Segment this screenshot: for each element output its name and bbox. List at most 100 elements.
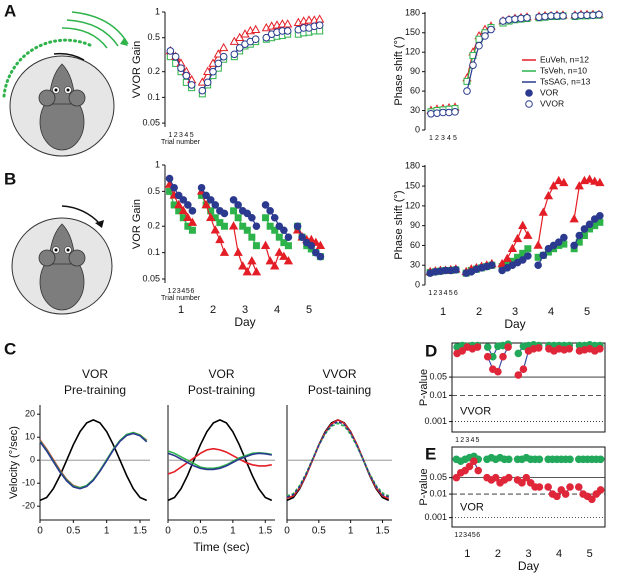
marker (270, 261, 280, 270)
marker (483, 352, 492, 361)
x-tick-label: 1 (348, 526, 354, 537)
rotation-arc (61, 205, 101, 225)
marker (234, 214, 242, 222)
x-tick-label: 1 (454, 532, 458, 539)
y-tick-label: 0.05 (142, 273, 160, 283)
marker (266, 222, 274, 230)
marker (188, 226, 196, 234)
marker (251, 267, 262, 276)
marker (201, 199, 211, 209)
marker (275, 233, 283, 241)
y-axis-label: Velocity (°/sec) (8, 426, 20, 499)
pupil (54, 248, 58, 252)
x-tick-label: 0.5 (193, 526, 207, 537)
marker (452, 473, 461, 482)
x-tick-label: 1 (428, 290, 432, 297)
rotation-arc (53, 52, 85, 61)
y-tick-label: 0.1 (147, 247, 160, 257)
day-label: 2 (476, 306, 482, 318)
marker (242, 267, 252, 276)
marker (524, 252, 532, 260)
marker (228, 221, 239, 230)
green-arrow (61, 27, 108, 49)
x-tick-label: 5 (449, 290, 453, 297)
y-tick-label: 0 (415, 279, 420, 289)
marker (248, 233, 256, 241)
x-tick-label: 4 (184, 132, 188, 139)
x-tick-label: 0 (284, 526, 290, 537)
marker (220, 222, 228, 230)
y-tick-label: 0.01 (429, 488, 447, 498)
marker (197, 183, 206, 192)
y-tick-label: 60 (410, 240, 420, 250)
x-tick-label: 2 (172, 288, 176, 295)
day-label: 5 (306, 304, 312, 316)
marker (214, 59, 223, 68)
marker (277, 19, 287, 28)
marker (566, 455, 574, 464)
y-axis-label: P-value (418, 369, 430, 406)
marker (211, 201, 220, 209)
x-tick-label: 1 (455, 437, 459, 444)
marker (502, 253, 512, 262)
x-tick-label: 3 (438, 290, 442, 297)
y-tick-label: 150 (405, 180, 420, 190)
marker (233, 247, 243, 256)
x-axis-label: Day (504, 317, 525, 331)
marker (458, 347, 467, 355)
ear (68, 249, 86, 267)
x-sub-label: Trial number (161, 139, 201, 146)
x-tick-label: 5 (472, 532, 476, 539)
marker (505, 473, 513, 482)
marker (566, 483, 574, 491)
marker (247, 256, 257, 265)
marker (230, 207, 238, 215)
visual-surround (2, 38, 94, 98)
marker (184, 201, 192, 209)
pupil (66, 248, 70, 252)
x-tick-label: 4 (444, 290, 448, 297)
subplot-title: VOR (208, 367, 234, 381)
x-axis-label: Day (518, 559, 539, 573)
x-tick-label: 4 (468, 532, 472, 539)
marker (588, 495, 596, 504)
day-label: 1 (464, 548, 470, 560)
marker (491, 473, 500, 482)
marker (570, 241, 578, 250)
marker (251, 35, 260, 44)
x-axis-label: Day (234, 315, 255, 329)
x-tick-label: 1 (230, 526, 236, 537)
arrow-head (95, 220, 104, 228)
marker (210, 225, 220, 234)
marker (505, 455, 513, 464)
pupil (54, 88, 58, 92)
marker (499, 17, 507, 25)
velocity-trace (167, 419, 273, 502)
marker (473, 343, 482, 351)
x-tick-label: 6 (454, 290, 458, 297)
arrow-head (120, 38, 128, 46)
marker (569, 214, 579, 223)
x-tick-label: 2 (459, 532, 463, 539)
day-label: 5 (584, 306, 590, 318)
marker (560, 233, 568, 242)
ear (68, 89, 86, 107)
marker (523, 230, 533, 239)
marker (283, 19, 293, 28)
marker (271, 226, 279, 234)
marker (261, 201, 270, 209)
y-tick-label: 0.001 (424, 416, 447, 426)
y-tick-label: 90 (410, 220, 420, 230)
marker (219, 52, 228, 61)
ear (38, 249, 56, 267)
marker (262, 33, 271, 42)
marker (487, 25, 495, 34)
y-axis-label: Phase shift (°) (393, 190, 405, 259)
marker (575, 231, 584, 240)
x-tick-label: 5 (186, 288, 190, 295)
panel-label: D (425, 341, 437, 360)
x-tick-label: 3 (179, 132, 183, 139)
x-tick-label: 3 (177, 288, 181, 295)
marker (554, 238, 563, 246)
marker (215, 234, 225, 244)
